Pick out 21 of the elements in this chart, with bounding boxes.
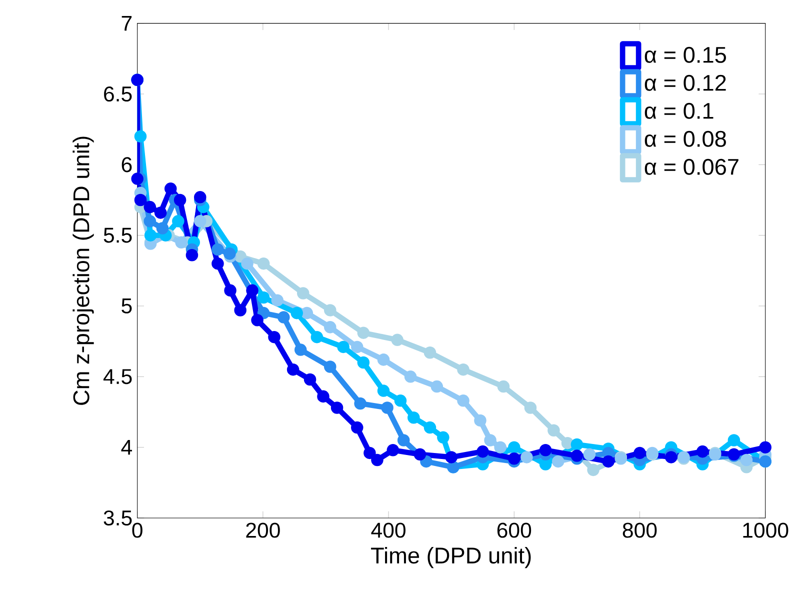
y-tick-label: 6.5 — [104, 86, 132, 102]
x-tick-label: 0 — [132, 522, 142, 538]
y-tick-label: 5.5 — [104, 228, 132, 243]
legend-label: α = 0.08 — [644, 130, 726, 147]
y-tick-label: 6 — [122, 157, 132, 172]
y-tick-label: 5 — [122, 298, 132, 314]
x-tick-label: 800 — [622, 522, 657, 538]
x-tick-label: 400 — [371, 522, 406, 538]
legend-label: α = 0.1 — [644, 102, 714, 119]
y-tick-label: 4.5 — [103, 369, 132, 384]
y-axis-title: Cm z-projection (DPD unit) — [72, 136, 94, 405]
legend-label: α = 0.15 — [644, 46, 726, 63]
legend-label: α = 0.067 — [644, 158, 738, 175]
x-axis-title: Time (DPD unit) — [371, 546, 531, 568]
y-tick-label: 3.5 — [104, 510, 132, 526]
x-tick-label: 200 — [246, 522, 280, 538]
y-tick-label: 7 — [122, 16, 132, 31]
x-tick-label: 1000 — [743, 522, 788, 538]
legend-label: α = 0.12 — [644, 74, 726, 91]
y-tick-label: 4 — [121, 440, 132, 455]
x-tick-label: 600 — [497, 522, 532, 538]
